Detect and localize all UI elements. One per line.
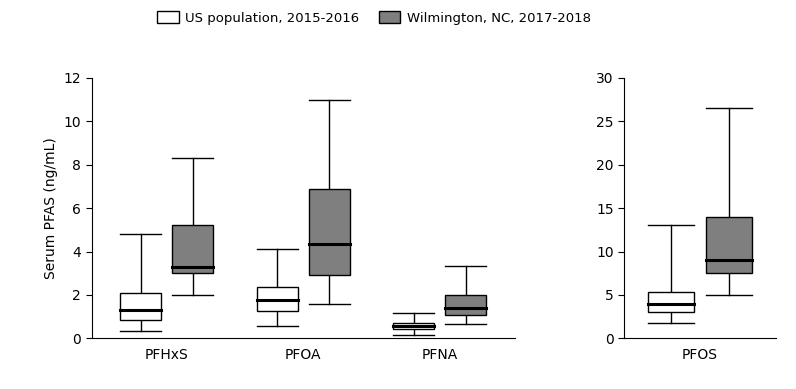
Legend: US population, 2015-2016, Wilmington, NC, 2017-2018: US population, 2015-2016, Wilmington, NC… [154, 9, 594, 27]
Bar [393, 323, 434, 329]
Bar [172, 226, 213, 273]
Bar [257, 287, 298, 311]
Bar [649, 293, 694, 312]
Y-axis label: Serum PFAS (ng/mL): Serum PFAS (ng/mL) [44, 137, 58, 279]
Bar [706, 217, 751, 273]
Bar [445, 295, 486, 315]
Bar [309, 189, 349, 275]
Bar [120, 293, 161, 320]
